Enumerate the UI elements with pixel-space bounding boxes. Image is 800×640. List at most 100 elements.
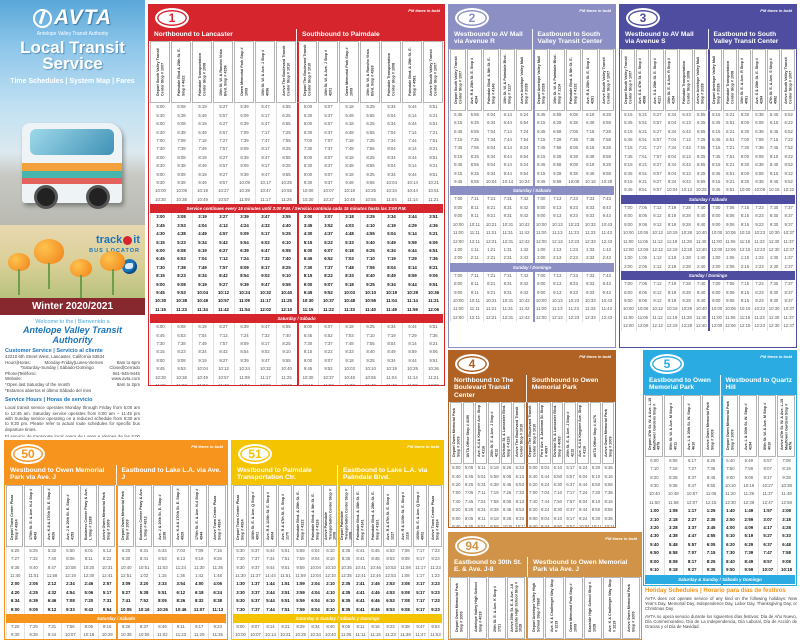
timetable-row: 6:45 6:51 6:57 7:04 7:13 7:25 6:45 6:51 7:00 7:08… bbox=[621, 136, 795, 145]
timetable-row: 7:30 7:37 7:44 7:51 7:59 8:04 8:10 8:35 8:41 8:46… bbox=[233, 555, 442, 564]
time-cell: 10:30 bbox=[150, 297, 170, 306]
time-cell: 12:41 bbox=[353, 572, 367, 581]
time-cell: 9:19 bbox=[192, 280, 212, 289]
time-cell: 10:36 bbox=[423, 365, 443, 374]
time-cell: 7:51 bbox=[723, 152, 737, 162]
time-cell: 7:45 bbox=[621, 152, 635, 162]
time-cell: 10:19 bbox=[664, 305, 679, 314]
time-cell: 8:53 bbox=[513, 506, 525, 515]
time-cell: 9:28 bbox=[777, 473, 795, 483]
time-cell: 5:26 bbox=[500, 464, 513, 473]
time-cell: 7:21 bbox=[423, 128, 443, 138]
time-cell: 10:10 bbox=[360, 288, 380, 298]
time-cell: 6:19 bbox=[192, 246, 212, 256]
time-cell: 8:08 bbox=[777, 583, 795, 585]
time-cell: 9:34 bbox=[664, 178, 679, 187]
time-cell: 10:30 bbox=[766, 305, 781, 314]
time-cell: 9:07 bbox=[318, 280, 338, 289]
time-cell: 3:33 bbox=[153, 580, 170, 589]
time-cell: 9:45 bbox=[150, 288, 170, 298]
time-cell: 8:00 bbox=[621, 288, 635, 297]
time-cell: 9:11 bbox=[466, 288, 483, 297]
time-cell: 6:45 bbox=[150, 255, 170, 264]
time-cell: 7:13 bbox=[549, 271, 565, 281]
time-cell: 12:30 bbox=[766, 245, 781, 255]
time-cell: 3:47 bbox=[255, 213, 275, 222]
time-cell: 10:42 bbox=[516, 296, 532, 306]
time-cell: 8:00 bbox=[450, 280, 466, 289]
direction-band: Eastbound to Owen Memorial Park Westbound… bbox=[644, 375, 796, 395]
time-cell: 12:35 bbox=[338, 572, 352, 581]
time-cell: 1:02 bbox=[134, 572, 152, 581]
route-51-panel: 51 PM times in bold Westbound to Palmdale … bbox=[231, 440, 444, 640]
time-cell: 7:30 bbox=[150, 145, 170, 154]
time-cell: 7:29 bbox=[402, 331, 422, 340]
time-cell: 9:23 bbox=[752, 296, 766, 306]
time-cell: 8:13 bbox=[513, 497, 525, 507]
time-cell: 6:00 bbox=[737, 119, 752, 128]
stop-column-header: 10th St. W. & Rancho Vista Blvd. Stop # … bbox=[360, 41, 380, 104]
time-cell: 8:45 bbox=[708, 169, 722, 179]
time-cell: 9:19 bbox=[664, 296, 679, 306]
time-cell: 10:04 bbox=[192, 365, 212, 374]
time-cell: 9:43 bbox=[598, 212, 615, 221]
time-cell: 8:08 bbox=[171, 153, 191, 163]
time-cell: 5:15 bbox=[150, 238, 170, 247]
time-cell: 2:13 bbox=[549, 254, 565, 263]
time-cell: 5:44 bbox=[538, 472, 551, 482]
time-cell: 7:55 bbox=[466, 144, 483, 153]
time-cell: 11:33 bbox=[339, 382, 359, 385]
cover-header: AVTA Antelope Valley Transit Authority L… bbox=[0, 0, 145, 105]
stop-header-row: Depart Town Center Plaza Stop # 4924 160t… bbox=[233, 484, 442, 547]
time-cell: 9:38 bbox=[171, 179, 191, 188]
time-cell: 6:25 bbox=[360, 246, 380, 256]
time-cell: 12:00 bbox=[708, 322, 722, 331]
time-cell: 9:06 bbox=[423, 272, 443, 281]
time-cell: 9:05 bbox=[462, 514, 475, 524]
time-cell: 9:33 bbox=[61, 605, 78, 615]
timetable-row: 5:30 5:38 5:49 5:57 6:09 6:17 6:25 5:30 5:37 5:48… bbox=[150, 111, 443, 121]
stop-column-header: 10th St. W. & Rancho Vista Blvd. Stop # … bbox=[213, 41, 233, 104]
time-cell: 1:17 bbox=[413, 572, 427, 581]
time-cell: 7:17 bbox=[682, 583, 701, 585]
time-cell: 7:19 bbox=[381, 255, 401, 264]
time-cell: 9:54 bbox=[516, 169, 532, 179]
time-cell: 8:09 bbox=[234, 339, 254, 349]
time-cell: 9:04 bbox=[483, 161, 499, 170]
pm-times-note: PM times in bold bbox=[408, 8, 440, 13]
time-cell: 5:30 bbox=[233, 597, 247, 606]
timetable-row: 3:00 3:08 3:19 3:27 3:39 3:47 3:55 3:00 3:07 3:18… bbox=[150, 213, 443, 222]
timetable-row: 11:30 11:37 11:44 11:51 11:59 12:04 12:10 12:35… bbox=[233, 572, 442, 581]
timetable-row: 7:30 7:38 7:49 7:57 8:09 8:17 8:25 7:30 7:37 7:48… bbox=[150, 145, 443, 154]
section-band: Saturday / Sábado bbox=[621, 194, 795, 204]
time-cell: 11:19 bbox=[664, 313, 679, 323]
time-cell: 7:30 bbox=[233, 605, 247, 615]
time-cell: 9:00 bbox=[297, 280, 317, 289]
timetable-row: 5:15 5:21 5:27 5:34 5:43 5:55 5:15 5:21 5:30 5:38… bbox=[621, 110, 795, 120]
welcome-line: Welcome to the | Bienvenido a bbox=[35, 319, 110, 325]
time-cell: 6:51 bbox=[635, 136, 650, 145]
time-cell: 7:05 bbox=[462, 489, 475, 498]
time-cell: 9:23 bbox=[383, 623, 397, 632]
time-cell: 7:25 bbox=[693, 136, 708, 145]
time-cell: 9:21 bbox=[483, 212, 499, 221]
time-cell: 11:05 bbox=[701, 490, 720, 499]
time-cell: 7:00 bbox=[526, 489, 538, 498]
time-cell: 10:18 bbox=[582, 178, 598, 187]
time-cell: 5:21 bbox=[723, 110, 737, 120]
time-cell: 11:14 bbox=[402, 373, 422, 382]
time-cell: 1:15 bbox=[153, 572, 170, 581]
contact-info-row: Phone|Teléfono: 661-945-9445 bbox=[5, 370, 140, 376]
direction-2-label: Southbound to Palmdale bbox=[296, 29, 444, 42]
time-cell: 9:35 bbox=[6, 563, 23, 573]
time-cell: 9:27 bbox=[682, 566, 701, 575]
time-cell: 8:56 bbox=[602, 506, 614, 515]
time-cell: 8:15 bbox=[450, 152, 466, 162]
time-cell: 4:04 bbox=[308, 588, 322, 598]
timetable-row: 5:20 5:25 5:32 5:50 6:01 6:12 6:20 6:31 6:43 7:03… bbox=[6, 546, 226, 556]
time-cell: 3:18 bbox=[777, 515, 795, 525]
time-cell: 8:45 bbox=[450, 161, 466, 170]
time-cell: 7:00 bbox=[450, 271, 466, 281]
stop-column-header: 10th St. E. & Ave. R Stop # 4081 bbox=[737, 48, 752, 111]
time-cell: 9:33 bbox=[513, 514, 525, 524]
